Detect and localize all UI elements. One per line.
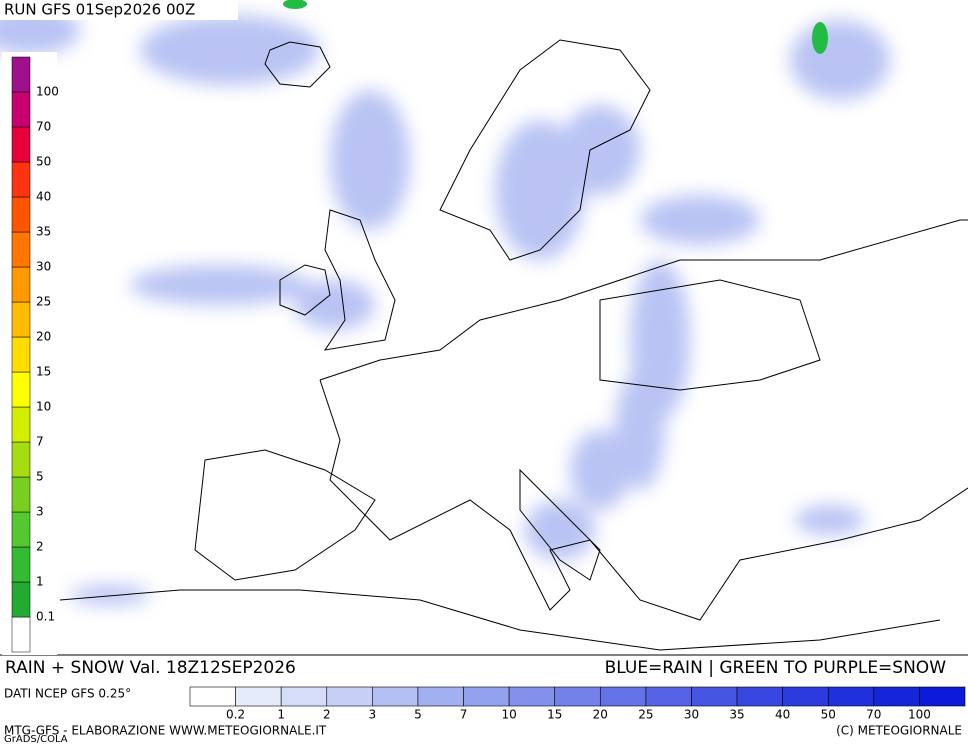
- precipitation: [0, 5, 890, 605]
- snow-swatch: [11, 581, 31, 618]
- rain-swatch: [599, 686, 647, 707]
- snow-swatch: [11, 91, 31, 128]
- snow-label: 2: [36, 540, 44, 554]
- rain-swatch: [463, 686, 510, 707]
- rain-swatch: [235, 686, 282, 707]
- rain-swatch: [691, 686, 738, 707]
- rain-swatch: [280, 686, 328, 707]
- snow-swatch: [11, 266, 31, 303]
- source: DATI NCEP GFS 0.25°: [4, 687, 131, 701]
- snow-swatch: [11, 441, 31, 478]
- rain-label: 25: [638, 708, 653, 722]
- snow-label: 30: [36, 260, 51, 274]
- rain-label: 15: [547, 708, 562, 722]
- snow-label: 5: [36, 470, 44, 484]
- snow-swatch: [11, 546, 31, 583]
- credit: MTG-GFS - ELABORAZIONE WWW.METEOGIORNALE…: [4, 724, 327, 738]
- rain-label: 5: [414, 708, 422, 722]
- rain-label: 40: [775, 708, 790, 722]
- snow-label: 25: [36, 295, 51, 309]
- software: GrADS/COLA: [4, 734, 68, 745]
- rain-label: 50: [821, 708, 836, 722]
- snow: [283, 0, 828, 54]
- copyright: (C) METEOGIORNALE: [836, 724, 962, 738]
- snow-swatch: [11, 406, 31, 443]
- rain-swatch: [326, 686, 373, 707]
- snow-swatch: [11, 476, 31, 513]
- snow-label: 70: [36, 120, 51, 134]
- run-label: RUN GFS 01Sep2026 00Z: [4, 1, 195, 19]
- rain-swatch: [554, 686, 601, 707]
- snow-label: 20: [36, 330, 51, 344]
- snow-swatch: [11, 126, 31, 163]
- rain-swatch: [736, 686, 783, 707]
- snow-swatch: [11, 371, 31, 408]
- rain-label: 100: [908, 708, 931, 722]
- snow-label: 40: [36, 190, 51, 204]
- snow-label: 35: [36, 225, 51, 239]
- rain-swatch: [372, 686, 419, 707]
- coastlines: [59, 39, 968, 651]
- rain-swatch: [827, 686, 875, 707]
- rain-swatch: [873, 686, 920, 707]
- snow-label: 1: [36, 575, 44, 589]
- snow-label: 7: [36, 435, 44, 449]
- snow-label: 10: [36, 400, 51, 414]
- rain-label: 2: [323, 708, 331, 722]
- header-bg: [0, 0, 238, 20]
- snow-label: 100: [36, 85, 59, 99]
- snow-label: 50: [36, 155, 51, 169]
- legend-note: BLUE=RAIN | GREEN TO PURPLE=SNOW: [605, 658, 947, 678]
- snow-label: 0.1: [36, 610, 55, 624]
- snow-swatch: [11, 336, 31, 373]
- rain-label: 10: [501, 708, 516, 722]
- rain-label: 3: [369, 708, 377, 722]
- snow-label: 3: [36, 505, 44, 519]
- rain-swatch: [508, 686, 556, 707]
- snow-swatch: [11, 56, 31, 93]
- rain-swatch: [417, 686, 464, 707]
- rain-swatch: [189, 686, 236, 707]
- rain-swatch: [782, 686, 829, 707]
- rain-swatch: [919, 686, 966, 707]
- rain-label: 7: [460, 708, 468, 722]
- snow-swatch: [11, 301, 31, 338]
- snow-swatch: [11, 161, 31, 198]
- snow-swatch: [11, 196, 31, 233]
- rain-label: 30: [684, 708, 699, 722]
- rain-label: 20: [593, 708, 608, 722]
- snow-swatch: [11, 511, 31, 548]
- snow-label: 15: [36, 365, 51, 379]
- rain-label: 70: [866, 708, 881, 722]
- rain-label: 0.2: [226, 708, 245, 722]
- rain-label: 1: [277, 708, 285, 722]
- rain-swatch: [645, 686, 692, 707]
- snow-swatch: [11, 231, 31, 268]
- snow-swatch: [11, 616, 31, 653]
- rain-label: 35: [729, 708, 744, 722]
- valid-title: RAIN + SNOW Val. 18Z12SEP2026: [5, 658, 296, 678]
